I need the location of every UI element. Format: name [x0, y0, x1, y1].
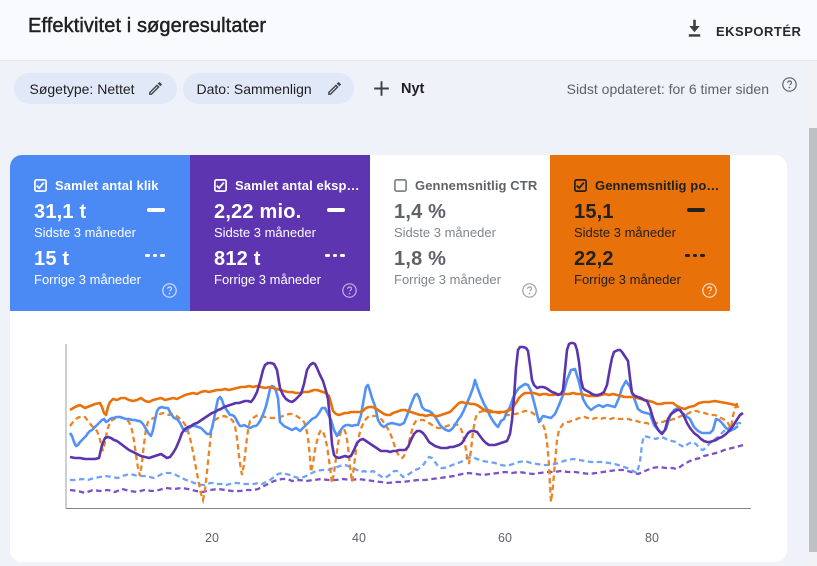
- svg-text:80: 80: [645, 531, 659, 545]
- svg-text:20: 20: [205, 531, 219, 545]
- svg-text:60: 60: [498, 531, 512, 545]
- svg-text:40: 40: [352, 531, 366, 545]
